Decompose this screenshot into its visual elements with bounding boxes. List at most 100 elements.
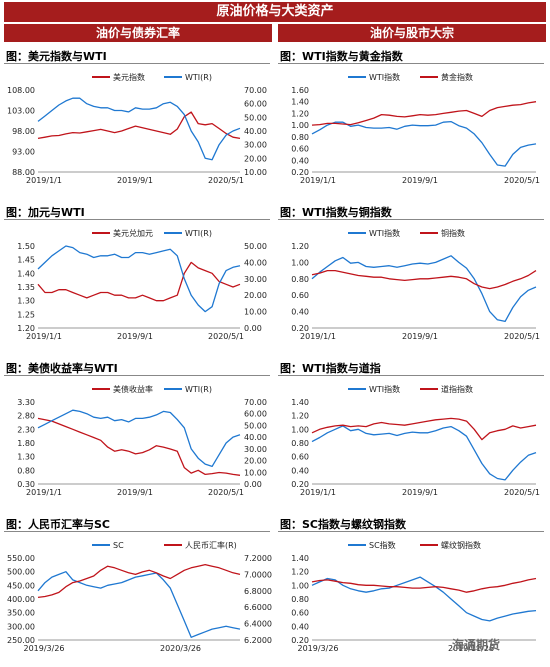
- y-tick-label-left: 1.20: [17, 324, 35, 333]
- series-line: [37, 417, 241, 476]
- x-tick-label: 2019/1/1: [300, 488, 336, 497]
- y-tick-label-left: 1.40: [291, 554, 309, 563]
- chart-legend: WTI指数 黄金指数: [348, 72, 473, 82]
- series-line: [37, 563, 241, 599]
- panel-divider: [278, 63, 544, 64]
- chart-panel-wti-dow: 图：WTI指数与道指 WTI指数 道指指数 1.40 1.20 1.00 0.80 0.60…: [278, 356, 546, 506]
- series-line: [311, 577, 537, 593]
- y-tick-label-right: 70.00: [244, 398, 267, 407]
- panel-title: 图：WTI指数与黄金指数: [280, 50, 403, 63]
- chart-legend: 美元指数 WTI(R): [92, 72, 212, 82]
- y-tick-label-right: 0.00: [244, 324, 262, 333]
- y-tick-label-left: 1.45: [17, 256, 35, 265]
- y-tick-label-right: 50.00: [244, 421, 267, 430]
- y-tick-label-right: 6.6000: [244, 603, 272, 612]
- y-tick-label-left: 550.00: [7, 554, 35, 563]
- y-tick-label-right: 7.2000: [244, 554, 272, 563]
- y-tick-label-right: 7.0000: [244, 570, 272, 579]
- panel-divider: [4, 63, 270, 64]
- y-tick-label-right: 50.00: [244, 242, 267, 251]
- legend-label: WTI(R): [185, 385, 212, 394]
- x-tick-label: 2019/9/1: [402, 176, 438, 185]
- chart-legend: SC 人民币汇率(R): [92, 540, 237, 550]
- chart-svg: SC 人民币汇率(R) 550.00 500.00 450.00 400.00 350.00…: [7, 540, 272, 653]
- column-header-right: 油价与股市大宗: [278, 24, 546, 42]
- y-tick-label-left: 0.20: [291, 324, 309, 333]
- y-tick-label-left: 0.80: [291, 595, 309, 604]
- x-tick-label: 2020/5/1: [504, 488, 540, 497]
- chart-svg: 美元兑加元 WTI(R) 1.50 1.45 1.40 1.35 1.30 1.25 1.20 5…: [17, 228, 267, 341]
- chart-svg: WTI指数 道指指数1.401.201.000.800.600.400.20201…: [291, 384, 540, 497]
- y-tick-label-left: 1.20: [291, 109, 309, 118]
- y-tick-label-left: 1.50: [17, 242, 35, 251]
- chart-svg: WTI指数 铜指数 1.20 1.00 0.80 0.60 0.40 0.202019/1/1…: [291, 228, 540, 341]
- y-tick-label-left: 1.00: [291, 425, 309, 434]
- chart-panel-rmb-sc: 图：人民币汇率与SC SC 人民币汇率(R) 550.00 500.00 450.00 4…: [4, 512, 272, 662]
- column-header-left: 油价与债券汇率: [4, 24, 272, 42]
- series-line: [37, 571, 241, 638]
- x-tick-label: 2020/5/1: [504, 332, 540, 341]
- panel-divider: [4, 375, 270, 376]
- chart-svg: 美债收益率 WTI(R) 3.30 2.80 2.30 1.80 1.30 0.80 0.30 7…: [17, 384, 267, 497]
- legend-label: SC: [113, 541, 124, 550]
- panel-divider: [278, 219, 544, 220]
- legend-label: 道指指数: [441, 384, 473, 394]
- watermark-logo-text: 海通期货: [452, 638, 501, 652]
- series-line: [311, 425, 537, 481]
- y-tick-label-left: 0.20: [291, 636, 309, 645]
- y-tick-label-right: 10.00: [244, 468, 267, 477]
- y-tick-label-left: 1.60: [291, 86, 309, 95]
- y-tick-label-right: 40.00: [244, 433, 267, 442]
- y-tick-label-left: 0.40: [291, 308, 309, 317]
- series-line: [311, 101, 537, 126]
- y-tick-label-left: 1.40: [291, 398, 309, 407]
- y-tick-label-left: 400.00: [7, 595, 35, 604]
- y-tick-label-left: 2.30: [17, 425, 35, 434]
- y-tick-label-left: 2.80: [17, 412, 35, 421]
- y-tick-label-right: 50.00: [244, 113, 267, 122]
- series-line: [37, 409, 241, 468]
- legend-label: SC指数: [369, 540, 396, 550]
- y-tick-label-left: 1.25: [17, 310, 35, 319]
- y-tick-label-left: 1.20: [291, 568, 309, 577]
- legend-label: 螺纹钢指数: [441, 540, 481, 550]
- y-tick-label-left: 1.40: [17, 269, 35, 278]
- y-tick-label-left: 1.30: [17, 453, 35, 462]
- y-tick-label-right: 70.00: [244, 86, 267, 95]
- x-tick-label: 2019/9/1: [117, 332, 153, 341]
- y-tick-label-right: 10.00: [244, 168, 267, 177]
- y-tick-label-left: 88.00: [12, 168, 35, 177]
- x-tick-label: 2020/3/26: [160, 644, 201, 653]
- panel-title: 图：美债收益率与WTI: [6, 362, 118, 375]
- legend-label: 人民币汇率(R): [185, 540, 237, 550]
- y-tick-label-right: 60.00: [244, 100, 267, 109]
- x-tick-label: 2020/5/1: [208, 332, 244, 341]
- y-tick-label-left: 93.00: [12, 148, 35, 157]
- y-tick-label-left: 1.20: [291, 412, 309, 421]
- y-tick-label-left: 0.80: [17, 466, 35, 475]
- y-tick-label-right: 6.4000: [244, 620, 272, 629]
- x-tick-label: 2019/11/26: [448, 644, 494, 653]
- y-tick-label-right: 60.00: [244, 410, 267, 419]
- y-tick-label-left: 0.20: [291, 168, 309, 177]
- series-line: [37, 261, 241, 302]
- x-tick-label: 2019/9/1: [117, 176, 153, 185]
- panel-divider: [278, 375, 544, 376]
- y-tick-label-left: 1.30: [17, 297, 35, 306]
- y-tick-label-left: 1.40: [291, 98, 309, 107]
- chart-legend: WTI指数 铜指数: [348, 228, 465, 238]
- y-tick-label-right: 20.00: [244, 291, 267, 300]
- legend-label: WTI(R): [185, 229, 212, 238]
- y-tick-label-left: 0.60: [291, 291, 309, 300]
- chart-panel-sc-rebar: 图：SC指数与螺纹钢指数 SC指数 螺纹钢指数 1.40 1.20 1.00 0.80 0.…: [278, 512, 546, 662]
- x-tick-label: 2019/9/1: [117, 488, 153, 497]
- chart-legend: SC指数 螺纹钢指数: [348, 540, 481, 550]
- panel-divider: [278, 531, 544, 532]
- y-tick-label-right: 6.2000: [244, 636, 272, 645]
- chart-legend: 美元兑加元 WTI(R): [92, 228, 212, 238]
- legend-label: 美元指数: [113, 72, 145, 82]
- chart-panel-usd-wti: 图：美元指数与WTI 美元指数 WTI(R) 108.00 103.00 98.00 93…: [4, 44, 272, 194]
- y-tick-label-left: 1.00: [291, 121, 309, 130]
- page-banner-title: 原油价格与大类资产: [4, 2, 546, 22]
- y-tick-label-left: 98.00: [12, 127, 35, 136]
